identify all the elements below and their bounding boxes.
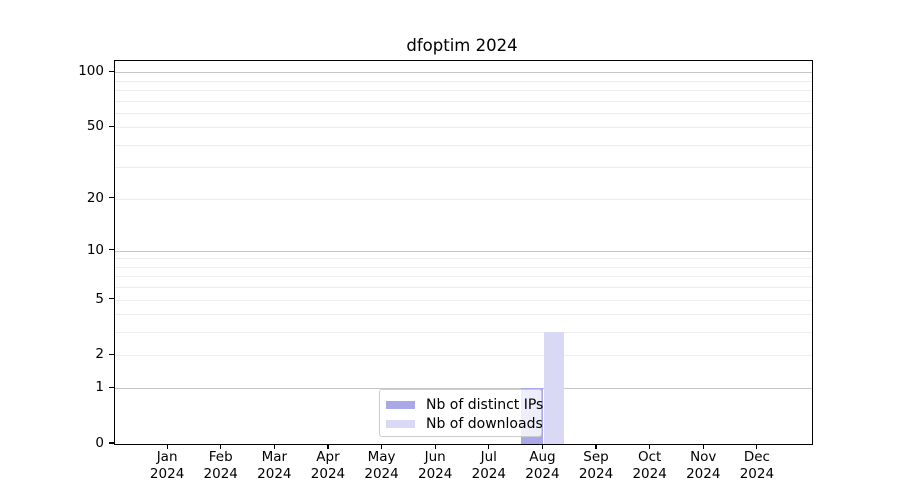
gridline-minor-2 <box>114 355 812 357</box>
x-tick-label-feb: Feb 2024 <box>192 449 250 482</box>
y-tick-label-5: 5 <box>95 290 104 307</box>
x-tick-jul <box>488 444 490 449</box>
gridline-minor-5 <box>114 299 812 301</box>
gridline-minor-60 <box>114 112 812 114</box>
x-tick-nov <box>702 444 704 449</box>
plot-area <box>113 60 813 445</box>
year-label: 2024 <box>149 465 185 482</box>
gridline-minor-8 <box>114 266 812 268</box>
legend-item-distinct-ips: Nb of distinct IPs <box>386 395 543 414</box>
legend-label-downloads: Nb of downloads <box>426 415 543 432</box>
x-tick-aug <box>541 444 543 449</box>
year-label: 2024 <box>686 465 721 482</box>
y-tick-20 <box>109 197 114 199</box>
year-label: 2024 <box>578 465 614 482</box>
year-label: 2024 <box>364 465 399 482</box>
gridline-minor-30 <box>114 167 812 169</box>
legend-label-distinct-ips: Nb of distinct IPs <box>426 396 544 413</box>
x-tick-label-aug: Aug 2024 <box>513 449 571 482</box>
year-label: 2024 <box>632 465 667 482</box>
x-tick-label-dec: Dec 2024 <box>728 449 786 482</box>
chart-title: dfoptim 2024 <box>406 36 518 55</box>
gridline-major-100 <box>114 72 812 74</box>
y-tick-label-10: 10 <box>86 241 104 258</box>
year-label: 2024 <box>418 465 453 482</box>
gridline-minor-7 <box>114 276 812 278</box>
month-label: Apr <box>316 449 340 465</box>
y-tick-label-1: 1 <box>95 379 104 396</box>
x-tick-label-nov: Nov 2024 <box>674 449 732 482</box>
gridline-minor-90 <box>114 80 812 82</box>
month-label: Aug <box>529 449 556 465</box>
y-tick-50 <box>109 125 114 127</box>
gridline-major-1 <box>114 388 812 390</box>
month-label: May <box>367 449 396 465</box>
y-tick-10 <box>109 249 114 251</box>
distinct-ips-swatch-icon <box>386 400 415 409</box>
month-label: Mar <box>261 449 288 465</box>
x-tick-label-sep: Sep 2024 <box>567 449 625 482</box>
month-label: Dec <box>743 449 770 465</box>
gridline-minor-6 <box>114 287 812 289</box>
month-label: Nov <box>690 449 717 465</box>
gridline-major-10 <box>114 250 812 252</box>
gridline-minor-50 <box>114 127 812 129</box>
y-tick-0 <box>109 442 114 444</box>
y-tick-label-2: 2 <box>95 346 104 363</box>
x-tick-feb <box>220 444 222 449</box>
y-tick-1 <box>109 386 114 388</box>
month-label: Jan <box>156 449 178 465</box>
gridline-minor-40 <box>114 144 812 146</box>
year-label: 2024 <box>739 465 775 482</box>
month-label: Sep <box>583 449 609 465</box>
x-tick-label-jan: Jan 2024 <box>138 449 196 482</box>
x-tick-jan <box>166 444 168 449</box>
x-tick-label-mar: Mar 2024 <box>245 449 303 482</box>
gridline-minor-20 <box>114 198 812 200</box>
gridline-minor-70 <box>114 100 812 102</box>
gridline-minor-9 <box>114 258 812 260</box>
year-label: 2024 <box>471 465 506 482</box>
year-label: 2024 <box>525 465 560 482</box>
legend: Nb of distinct IPs Nb of downloads <box>379 389 543 437</box>
month-label: Feb <box>208 449 233 465</box>
month-label: Jul <box>480 449 497 465</box>
y-tick-2 <box>109 353 114 356</box>
x-tick-label-jul: Jul 2024 <box>460 449 518 482</box>
x-tick-dec <box>756 444 758 449</box>
x-tick-jun <box>434 444 436 449</box>
x-tick-may <box>380 444 383 449</box>
y-tick-label-100: 100 <box>78 63 104 80</box>
year-label: 2024 <box>257 465 292 482</box>
bar-nb-of-downloads-aug <box>543 332 564 444</box>
x-tick-label-jun: Jun 2024 <box>406 449 464 482</box>
x-tick-sep <box>595 444 597 449</box>
gridline-minor-4 <box>114 314 812 316</box>
month-label: Oct <box>637 449 662 465</box>
y-tick-100 <box>109 70 114 72</box>
gridline-minor-80 <box>114 89 812 91</box>
x-tick-oct <box>649 444 651 449</box>
downloads-swatch-icon <box>386 419 415 428</box>
year-label: 2024 <box>310 465 346 482</box>
x-tick-label-oct: Oct 2024 <box>621 449 679 482</box>
y-tick-label-0: 0 <box>95 435 104 451</box>
x-tick-label-may: May 2024 <box>353 449 411 482</box>
gridline-minor-3 <box>114 332 812 334</box>
year-label: 2024 <box>203 465 238 482</box>
y-tick-label-50: 50 <box>86 118 104 135</box>
x-tick-label-apr: Apr 2024 <box>299 449 357 482</box>
month-label: Jun <box>424 449 446 465</box>
x-tick-apr <box>327 444 329 449</box>
y-tick-label-20: 20 <box>86 189 104 206</box>
legend-item-downloads: Nb of downloads <box>386 414 543 433</box>
x-tick-mar <box>273 444 275 449</box>
y-tick-5 <box>109 298 114 300</box>
